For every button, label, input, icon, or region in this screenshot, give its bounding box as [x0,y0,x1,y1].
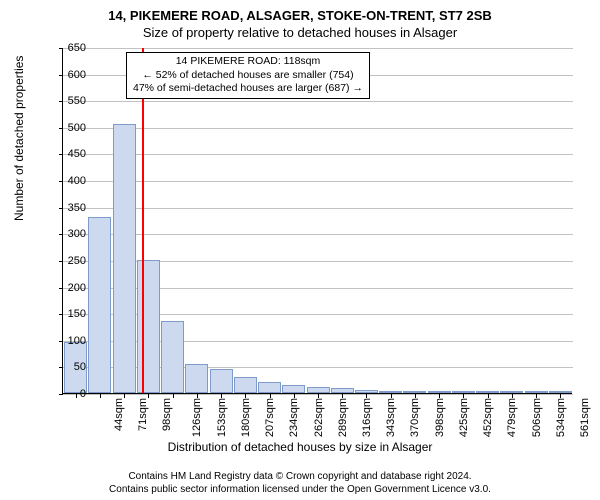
y-tick-label: 450 [46,148,86,160]
y-axis-label: Number of detached properties [12,56,26,221]
x-tick-label: 506sqm [531,398,543,437]
x-tick-label: 207sqm [264,398,276,437]
x-tick-label: 425sqm [458,398,470,437]
x-tick-label: 398sqm [434,398,446,437]
x-tick-label: 343sqm [385,398,397,437]
x-tick-mark [148,394,149,398]
x-tick-label: 44sqm [113,398,125,431]
x-tick-mark [391,394,392,398]
histogram-bar [525,391,548,393]
histogram-bar [88,217,111,393]
x-tick-mark [197,394,198,398]
histogram-bar [258,382,281,393]
x-tick-label: 153sqm [216,398,228,437]
histogram-bar [476,391,499,393]
grid-line [63,208,573,209]
y-tick-label: 0 [46,388,86,400]
y-tick-label: 50 [46,361,86,373]
grid-line [63,101,573,102]
x-tick-label: 262sqm [313,398,325,437]
callout-title: 14 PIKEMERE ROAD: 118sqm [133,55,363,69]
histogram-bar [500,391,523,393]
page-subtitle: Size of property relative to detached ho… [0,23,600,40]
histogram-bar [379,391,402,393]
x-tick-label: 98sqm [161,398,173,431]
x-tick-label: 534sqm [555,398,567,437]
grid-line [63,48,573,49]
x-tick-label: 180sqm [240,398,252,437]
callout-larger: 47% of semi-detached houses are larger (… [133,82,363,96]
x-tick-mark [366,394,367,398]
histogram-bar [113,124,136,393]
x-tick-mark [221,394,222,398]
y-tick-label: 250 [46,255,86,267]
plot-region: 44sqm71sqm98sqm126sqm153sqm180sqm207sqm2… [62,48,572,394]
histogram-bar [234,377,257,393]
x-tick-mark [245,394,246,398]
x-tick-mark [463,394,464,398]
y-tick-label: 150 [46,308,86,320]
x-tick-label: 126sqm [192,398,204,437]
histogram-bar [428,391,451,393]
x-tick-mark [488,394,489,398]
x-tick-label: 561sqm [579,398,591,437]
x-tick-label: 316sqm [361,398,373,437]
histogram-bar [331,388,354,393]
x-tick-mark [342,394,343,398]
y-tick-label: 500 [46,122,86,134]
x-tick-mark [318,394,319,398]
x-tick-mark [173,394,174,398]
y-tick-label: 200 [46,282,86,294]
x-tick-mark [560,394,561,398]
page-title-address: 14, PIKEMERE ROAD, ALSAGER, STOKE-ON-TRE… [0,0,600,23]
footer-line1: Contains HM Land Registry data © Crown c… [0,471,600,484]
grid-line [63,181,573,182]
y-tick-label: 100 [46,335,86,347]
histogram-bar [185,364,208,393]
x-tick-mark [100,394,101,398]
histogram-bar [549,391,572,393]
histogram-bar [161,321,184,393]
x-tick-label: 234sqm [288,398,300,437]
property-marker-line [142,48,144,393]
y-tick-label: 350 [46,202,86,214]
x-tick-mark [124,394,125,398]
x-tick-label: 71sqm [137,398,149,431]
x-axis-label: Distribution of detached houses by size … [0,440,600,454]
histogram-bar [210,369,233,393]
x-tick-mark [439,394,440,398]
x-tick-label: 452sqm [482,398,494,437]
y-tick-label: 400 [46,175,86,187]
footer-attribution: Contains HM Land Registry data © Crown c… [0,471,600,496]
histogram-bar [307,387,330,393]
callout-smaller: ← 52% of detached houses are smaller (75… [133,69,363,83]
histogram-bar [137,260,160,393]
x-tick-label: 479sqm [507,398,519,437]
footer-line2: Contains public sector information licen… [0,484,600,497]
y-tick-label: 300 [46,228,86,240]
x-tick-mark [512,394,513,398]
y-tick-label: 550 [46,95,86,107]
grid-line [63,154,573,155]
x-tick-label: 289sqm [337,398,349,437]
x-tick-label: 370sqm [410,398,422,437]
grid-line [63,234,573,235]
grid-line [63,128,573,129]
histogram-bar [282,385,305,393]
y-tick-label: 650 [46,42,86,54]
x-tick-mark [536,394,537,398]
x-tick-mark [270,394,271,398]
callout-box: 14 PIKEMERE ROAD: 118sqm ← 52% of detach… [126,52,370,99]
histogram-chart: 44sqm71sqm98sqm126sqm153sqm180sqm207sqm2… [62,48,572,394]
x-tick-mark [415,394,416,398]
y-tick-label: 600 [46,69,86,81]
histogram-bar [355,390,378,393]
histogram-bar [403,391,426,393]
histogram-bar [452,391,475,393]
x-tick-mark [294,394,295,398]
